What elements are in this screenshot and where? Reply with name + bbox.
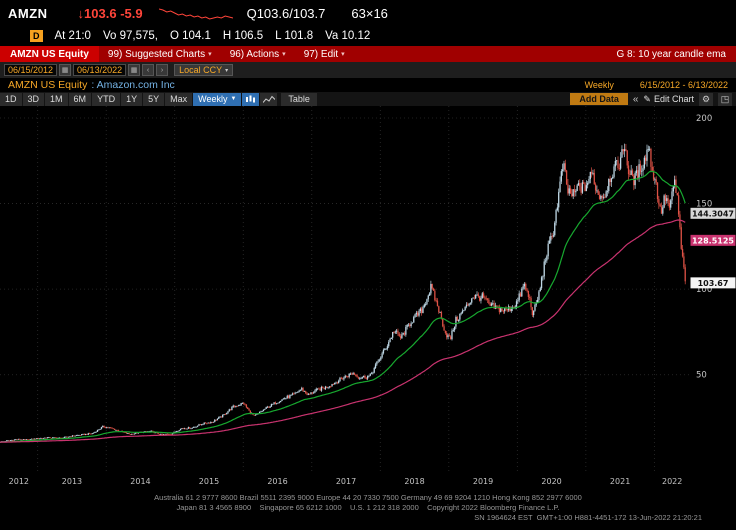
period-button-1m[interactable]: 1M [45, 92, 68, 106]
chevron-down-icon: ▾ [208, 51, 212, 58]
stat-high: H 106.5 [222, 30, 264, 42]
session-stats-line: D At 21:0 Vo 97,575, O 104.1 H 106.5 L 1… [0, 26, 736, 46]
stat-value: Va 10.12 [325, 30, 371, 42]
interval-dropdown[interactable]: Weekly ▼ [193, 92, 242, 106]
function-menu-bar: AMZN US Equity 99) Suggested Charts ▾ 96… [0, 46, 736, 62]
security-name: AMZN US Equity [8, 79, 88, 91]
candle-chart-icon [246, 95, 256, 102]
edit-chart-button[interactable]: ✎ Edit Chart [643, 94, 694, 105]
period-label: Weekly [584, 80, 614, 90]
currency-dropdown[interactable]: Local CCY ▾ [174, 64, 234, 76]
svg-text:2013: 2013 [62, 477, 82, 486]
security-title-row: AMZN US Equity : Amazon.com Inc Weekly 6… [0, 78, 736, 92]
calendar-icon[interactable]: ▦ [59, 64, 72, 76]
menu-suggested-charts[interactable]: 99) Suggested Charts ▾ [99, 46, 221, 62]
svg-text:150: 150 [696, 200, 712, 210]
svg-text:200: 200 [696, 114, 712, 124]
chart-toolbar: 1D 3D 1M 6M YTD 1Y 5Y Max Weekly ▼ Table… [0, 92, 736, 106]
collapse-panel-icon[interactable]: « [632, 93, 639, 105]
quote-size: 63×16 [351, 5, 388, 21]
svg-text:100: 100 [696, 285, 712, 295]
svg-text:2012: 2012 [9, 477, 29, 486]
chart-template-label: G 8: 10 year candle ema [616, 48, 726, 60]
svg-text:2020: 2020 [541, 477, 561, 486]
line-chart-icon-button[interactable] [260, 92, 278, 106]
svg-text:2017: 2017 [336, 477, 356, 486]
svg-text:2022: 2022 [662, 477, 682, 486]
period-button-1y[interactable]: 1Y [121, 92, 143, 106]
end-date-field[interactable]: 06/13/2022 [73, 64, 127, 76]
chevron-down-icon: ▾ [282, 51, 286, 58]
svg-text:2016: 2016 [267, 477, 287, 486]
price-chart-canvas[interactable]: 50 100 150 200 2012 2013 2014 2015 2016 2017 2018 2… [0, 106, 736, 488]
stat-low: L 101.8 [275, 30, 314, 42]
stat-open: O 104.1 [169, 30, 211, 42]
svg-text:2021: 2021 [610, 477, 630, 486]
start-date-field[interactable]: 06/15/2012 [4, 64, 58, 76]
next-range-button[interactable]: › [156, 64, 169, 76]
calendar-icon[interactable]: ▦ [128, 64, 141, 76]
prev-range-button[interactable]: ‹ [142, 64, 155, 76]
company-name: : Amazon.com Inc [91, 79, 175, 91]
range-label: 6/15/2012 - 6/13/2022 [639, 80, 728, 90]
svg-text:128.5125: 128.5125 [692, 236, 734, 245]
candle-chart-icon-button[interactable] [242, 92, 260, 106]
edit-chart-label: Edit Chart [653, 94, 694, 104]
terminal-footer: Australia 61 2 9777 8600 Brazil 5511 239… [0, 488, 736, 530]
chevron-down-icon: ▾ [341, 51, 345, 58]
table-button[interactable]: Table [281, 92, 317, 106]
chevron-down-icon: ▼ [230, 96, 237, 102]
period-button-max[interactable]: Max [165, 92, 193, 106]
period-range-info: Weekly 6/15/2012 - 6/13/2022 [585, 80, 728, 90]
toolbar-right-cluster: Add Data « ✎ Edit Chart ⚙ ◳ [570, 92, 732, 106]
period-button-3d[interactable]: 3D [22, 92, 45, 106]
chart-settings-icon-button[interactable]: ⚙ [699, 92, 713, 106]
stat-time: At 21:0 [54, 30, 91, 42]
line-chart-icon [262, 95, 275, 103]
menu-edit-label: 97) Edit [303, 48, 339, 60]
interval-label: Weekly [198, 94, 228, 104]
expand-chart-icon-button[interactable]: ◳ [718, 92, 732, 106]
currency-label: Local CCY [179, 65, 223, 75]
security-tab[interactable]: AMZN US Equity [0, 46, 99, 62]
add-data-button[interactable]: Add Data [570, 93, 628, 105]
menu-actions-label: 96) Actions [229, 48, 280, 60]
svg-text:2015: 2015 [199, 477, 219, 486]
bid-ask-quote: Q103.6/103.7 [246, 5, 326, 21]
delayed-badge: D [30, 30, 43, 42]
footer-contacts-line2: Japan 81 3 4565 8900 Singapore 65 6212 1… [176, 502, 560, 512]
svg-text:50: 50 [696, 371, 707, 381]
chevron-down-icon: ▾ [225, 67, 229, 74]
period-button-1d[interactable]: 1D [0, 92, 22, 106]
pencil-icon: ✎ [643, 93, 651, 104]
footer-contacts-line1: Australia 61 2 9777 8600 Brazil 5511 239… [154, 493, 582, 502]
period-button-5y[interactable]: 5Y [143, 92, 165, 106]
svg-text:2019: 2019 [473, 477, 493, 486]
svg-text:144.3047: 144.3047 [692, 209, 734, 218]
svg-text:2014: 2014 [130, 477, 150, 486]
period-button-6m[interactable]: 6M [68, 92, 92, 106]
date-range-bar: 06/15/2012 ▦ 06/13/2022 ▦ ‹ › Local CCY … [0, 62, 736, 78]
menu-actions[interactable]: 96) Actions ▾ [221, 46, 295, 62]
last-price-change: ↓103.6 -5.9 [77, 5, 143, 21]
intraday-sparkline [158, 8, 233, 20]
quote-header-line: AMZN ↓103.6 -5.9 Q103.6/103.7 63×16 [0, 0, 736, 26]
stat-volume: Vo 97,575, [102, 30, 158, 42]
footer-session-info: SN 1964624 EST GMT+1:00 H881-4451-172 13… [474, 513, 702, 522]
svg-text:103.67: 103.67 [698, 279, 729, 288]
chart-area[interactable]: 50 100 150 200 2012 2013 2014 2015 2016 2017 2018 2… [0, 106, 736, 488]
ticker-symbol: AMZN [8, 5, 48, 21]
menu-suggested-charts-label: 99) Suggested Charts [107, 48, 206, 60]
period-button-ytd[interactable]: YTD [92, 92, 121, 106]
menu-edit[interactable]: 97) Edit ▾ [295, 46, 354, 62]
svg-text:2018: 2018 [404, 477, 424, 486]
